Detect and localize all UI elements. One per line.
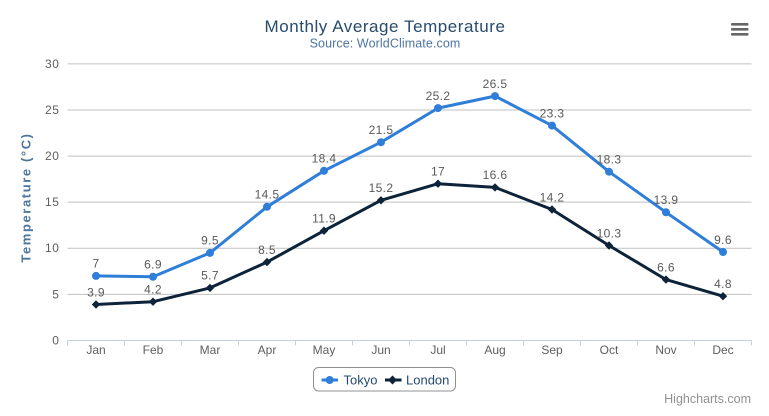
svg-text:15.2: 15.2: [369, 181, 394, 195]
svg-text:5: 5: [52, 287, 59, 301]
svg-text:Apr: Apr: [258, 343, 277, 357]
svg-text:20: 20: [45, 149, 60, 163]
svg-text:21.5: 21.5: [369, 123, 394, 137]
svg-text:4.2: 4.2: [144, 283, 162, 297]
svg-text:Sep: Sep: [541, 343, 563, 357]
svg-text:23.3: 23.3: [540, 106, 565, 120]
svg-text:6.9: 6.9: [144, 258, 162, 272]
svg-text:10.3: 10.3: [597, 226, 622, 240]
svg-text:5.7: 5.7: [201, 269, 219, 283]
svg-text:Monthly Average Temperature: Monthly Average Temperature: [264, 17, 505, 36]
svg-text:Source: WorldClimate.com: Source: WorldClimate.com: [310, 37, 461, 51]
svg-text:7: 7: [92, 257, 99, 271]
svg-text:14.5: 14.5: [255, 188, 280, 202]
svg-text:Highcharts.com: Highcharts.com: [664, 392, 751, 406]
svg-text:9.6: 9.6: [714, 233, 732, 247]
svg-text:30: 30: [45, 57, 60, 71]
svg-text:11.9: 11.9: [312, 212, 336, 226]
svg-text:Jan: Jan: [86, 343, 105, 357]
svg-text:May: May: [313, 343, 336, 357]
svg-text:0: 0: [52, 333, 59, 347]
svg-text:10: 10: [45, 241, 60, 255]
svg-text:17: 17: [431, 165, 445, 179]
svg-text:Jul: Jul: [430, 343, 445, 357]
svg-text:London: London: [406, 373, 449, 388]
svg-text:Nov: Nov: [655, 343, 676, 357]
svg-text:25: 25: [45, 103, 60, 117]
svg-text:3.9: 3.9: [87, 285, 105, 299]
svg-text:4.8: 4.8: [714, 277, 732, 291]
svg-text:15: 15: [45, 195, 60, 209]
svg-text:25.2: 25.2: [426, 89, 451, 103]
svg-text:Jun: Jun: [371, 343, 390, 357]
svg-text:16.6: 16.6: [483, 168, 508, 182]
svg-text:Aug: Aug: [484, 343, 505, 357]
svg-text:Mar: Mar: [200, 343, 221, 357]
svg-text:Oct: Oct: [600, 343, 619, 357]
svg-text:13.9: 13.9: [654, 193, 679, 207]
svg-text:Tokyo: Tokyo: [344, 373, 378, 388]
svg-text:6.6: 6.6: [657, 260, 675, 274]
svg-text:14.2: 14.2: [540, 190, 565, 204]
svg-text:8.5: 8.5: [258, 243, 276, 257]
svg-text:18.4: 18.4: [312, 152, 337, 166]
svg-text:Dec: Dec: [712, 343, 733, 357]
svg-text:Feb: Feb: [143, 343, 164, 357]
svg-text:Temperature (°C): Temperature (°C): [19, 132, 34, 262]
svg-text:9.5: 9.5: [201, 234, 219, 248]
svg-text:26.5: 26.5: [483, 77, 508, 91]
svg-text:18.3: 18.3: [597, 153, 622, 167]
